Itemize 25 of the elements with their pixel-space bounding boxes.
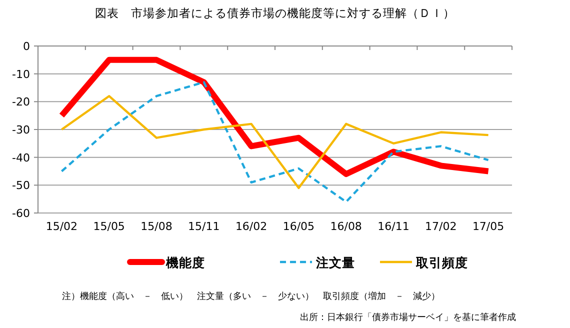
x-tick-label: 16/11 [378,220,410,233]
x-tick-label: 16/05 [282,220,315,233]
x-tick-label: 15/05 [93,220,125,233]
text: 注）機能度（高い － 低い） 注文量（多い － 少ない） 取引頻度（増加 － 減少） [62,291,440,302]
x-tick-label: 16/02 [235,220,268,233]
y-tick-label: -20 [12,96,30,109]
x-tick-label: 15/11 [188,220,220,233]
y-tick-label: -60 [12,207,30,220]
line-series [60,95,490,190]
legend-label: 取引頻度 [415,255,468,270]
y-tick-label: -30 [12,124,30,136]
chart-title: 図表 市場参加者による債券市場の機能度等に対する理解（ＤＩ） [95,6,455,20]
y-tick-label: -50 [12,179,30,192]
text: 出所：日本銀行「債券市場サーベイ」を基に筆者作成 [300,312,516,323]
x-tick-label: 15/02 [46,220,78,233]
y-tick-label: -10 [12,68,30,81]
legend-label: 機能度 [165,255,205,270]
x-tick-label: 17/05 [472,220,504,233]
y-tick-label: -40 [12,151,30,164]
legend-label: 注文量 [315,255,355,270]
x-tick-label: 15/08 [140,220,172,233]
x-tick-label: 17/02 [425,220,457,233]
y-tick-label: 0 [23,40,30,53]
x-tick-label: 16/08 [330,220,362,233]
line-series [60,81,490,203]
